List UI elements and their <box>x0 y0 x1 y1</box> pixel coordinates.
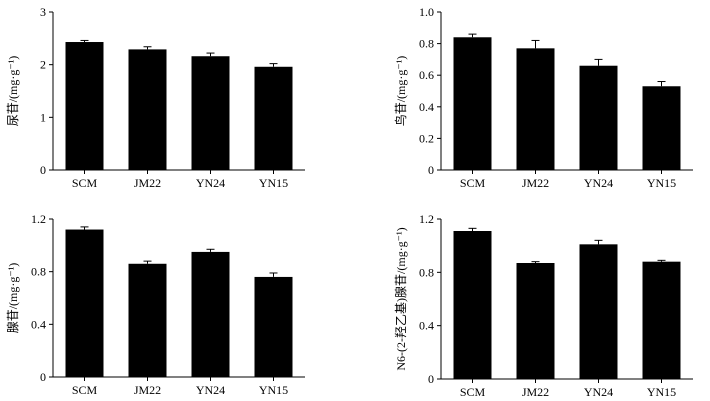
y-tick-label: 0 <box>428 372 434 386</box>
y-tick-label: 0 <box>40 370 46 384</box>
chart-panel-2: 0 0.2 0.4 0.6 0.8 1.0 SCM JM22 YN24 YN15 鸟苷/(mg·g⁻… <box>393 5 693 190</box>
bar <box>128 49 167 170</box>
bar <box>579 244 618 379</box>
x-tick-label: SCM <box>460 176 486 190</box>
y-tick-label: 0.8 <box>419 265 434 279</box>
bar <box>65 42 104 170</box>
x-tick-label: YN24 <box>196 176 225 190</box>
x-tick-label: JM22 <box>134 176 161 190</box>
chart-panel-3: 0 0.4 0.8 1.2 SCM JM22 YN24 YN15 腺苷/(mg·g⁻¹) <box>6 212 305 397</box>
y-tick-label: 2 <box>40 58 46 72</box>
y-tick-label: 0 <box>40 163 46 177</box>
y-axis-label: 鸟苷/(mg·g⁻¹) <box>393 56 408 127</box>
bar <box>642 86 681 170</box>
x-tick-label: JM22 <box>522 385 549 399</box>
x-tick-label: YN24 <box>584 176 613 190</box>
y-tick-label: 0.4 <box>419 100 434 114</box>
y-tick-label: 0.4 <box>419 319 434 333</box>
bar <box>254 66 293 170</box>
bar <box>191 251 230 377</box>
y-tick-label: 0 <box>428 163 434 177</box>
y-tick-label: 0.8 <box>419 37 434 51</box>
bar <box>516 263 555 379</box>
y-axis-label: 腺苷/(mg·g⁻¹) <box>6 263 20 334</box>
x-tick-label: JM22 <box>134 383 161 397</box>
x-tick-label: SCM <box>72 383 98 397</box>
y-tick-label: 0.4 <box>31 317 46 331</box>
y-tick-label: 1.2 <box>419 212 434 226</box>
bar <box>65 229 104 377</box>
x-tick-label: YN15 <box>259 176 288 190</box>
y-tick-label: 0.8 <box>31 265 46 279</box>
bar <box>254 276 293 377</box>
x-tick-label: JM22 <box>522 176 549 190</box>
x-tick-label: YN24 <box>196 383 225 397</box>
chart-panel-4: 0 0.4 0.8 1.2 SCM JM22 YN24 YN15 N6-(2-羟乙基)腺苷/(m… <box>393 212 693 399</box>
x-tick-label: SCM <box>460 385 486 399</box>
bar <box>453 231 492 379</box>
x-tick-label: YN15 <box>647 385 676 399</box>
bar <box>191 56 230 170</box>
bar <box>128 263 167 377</box>
x-tick-label: YN24 <box>584 385 613 399</box>
chart-panel-1: 0 1 2 3 SCM JM22 YN24 YN15 尿苷/(mg·g⁻¹) <box>6 5 305 190</box>
y-axis-label: N6-(2-羟乙基)腺苷/(mg·g⁻¹) <box>393 227 408 370</box>
y-tick-label: 1.0 <box>419 5 434 19</box>
x-tick-label: SCM <box>72 176 98 190</box>
y-tick-label: 0.2 <box>419 131 434 145</box>
bar <box>642 261 681 379</box>
y-axis-label: 尿苷/(mg·g⁻¹) <box>6 56 20 127</box>
y-tick-label: 1.2 <box>31 212 46 226</box>
x-tick-label: YN15 <box>647 176 676 190</box>
x-tick-label: YN15 <box>259 383 288 397</box>
y-tick-label: 1 <box>40 110 46 124</box>
bar <box>453 37 492 170</box>
y-tick-label: 3 <box>40 5 46 19</box>
y-tick-label: 0.6 <box>419 68 434 82</box>
bar <box>516 48 555 171</box>
bar <box>579 65 618 170</box>
